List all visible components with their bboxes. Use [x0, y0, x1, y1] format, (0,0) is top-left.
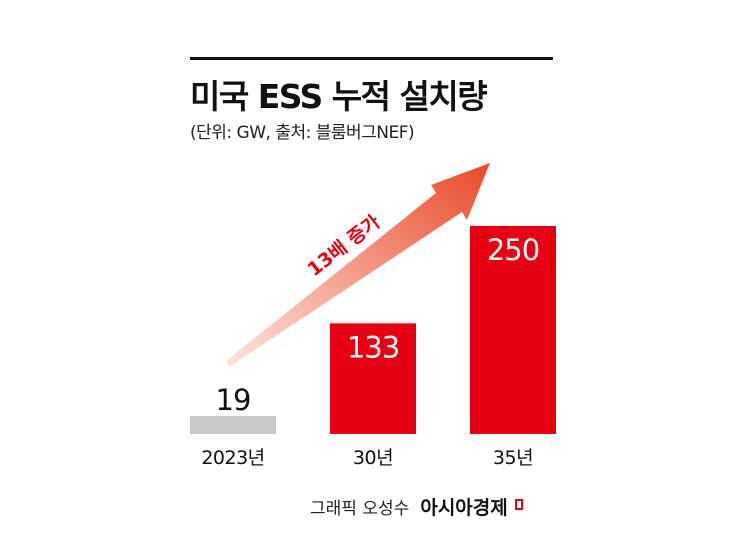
chart-title: 미국 ESS 누적 설치량	[190, 77, 488, 116]
bar-3	[470, 226, 556, 434]
bar-value-label: 133	[347, 330, 399, 364]
growth-arrow	[226, 163, 490, 367]
category-label: 35년	[493, 447, 533, 469]
bar-2	[330, 323, 416, 434]
bar-1	[190, 416, 276, 434]
bar-value-label: 19	[216, 383, 251, 417]
credit: 그래픽 오성수 아시아경제	[310, 493, 523, 520]
chart-subtitle: (단위: GW, 출처: 블룸버그NEF)	[190, 123, 415, 143]
category-label: 30년	[353, 447, 393, 469]
top-rule	[190, 57, 553, 60]
bar-value-label: 250	[487, 233, 539, 267]
brand-logo-icon	[514, 499, 523, 510]
brand-name: 아시아경제	[420, 497, 508, 519]
category-label: 2023년	[201, 447, 264, 469]
credit-text: 그래픽 오성수	[310, 499, 410, 519]
